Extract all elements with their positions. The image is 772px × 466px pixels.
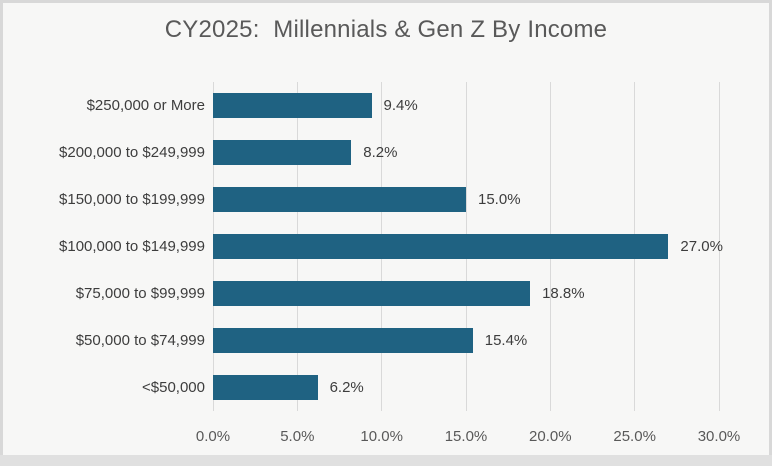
value-label: 18.8% (542, 284, 585, 302)
value-label: 9.4% (383, 96, 418, 114)
x-tick-label: 30.0% (697, 428, 741, 445)
category-label: $150,000 to $199,999 (59, 190, 205, 208)
bar (213, 328, 473, 353)
chart-title: CY2025: Millennials & Gen Z By Income (164, 16, 608, 43)
category-label: $100,000 to $149,999 (59, 237, 205, 255)
bar (213, 234, 669, 259)
category-label: <$50,000 (142, 378, 205, 396)
x-tick-label: 0.0% (195, 428, 231, 445)
category-label: $250,000 or More (86, 96, 205, 114)
value-label: 27.0% (680, 237, 723, 255)
frame-edge-left (0, 0, 3, 466)
x-tick-label: 20.0% (529, 428, 572, 445)
gridline (718, 82, 720, 411)
bar (213, 375, 318, 400)
category-label: $50,000 to $74,999 (75, 331, 205, 349)
value-label: 6.2% (329, 378, 364, 396)
x-tick-label: 25.0% (613, 428, 656, 445)
category-label: $75,000 to $99,999 (75, 284, 205, 302)
bar (213, 281, 531, 306)
bar (213, 140, 352, 165)
frame-edge-top (0, 0, 772, 3)
x-tick-label: 5.0% (280, 428, 315, 445)
value-label: 15.4% (484, 331, 528, 349)
bar (213, 93, 372, 118)
x-tick-label: 10.0% (360, 428, 403, 445)
category-label: $200,000 to $249,999 (59, 143, 205, 161)
frame-edge-bottom (0, 455, 772, 466)
x-tick-label: 15.0% (444, 428, 488, 445)
value-label: 15.0% (478, 190, 521, 208)
bar (213, 187, 466, 212)
value-label: 8.2% (363, 143, 398, 161)
